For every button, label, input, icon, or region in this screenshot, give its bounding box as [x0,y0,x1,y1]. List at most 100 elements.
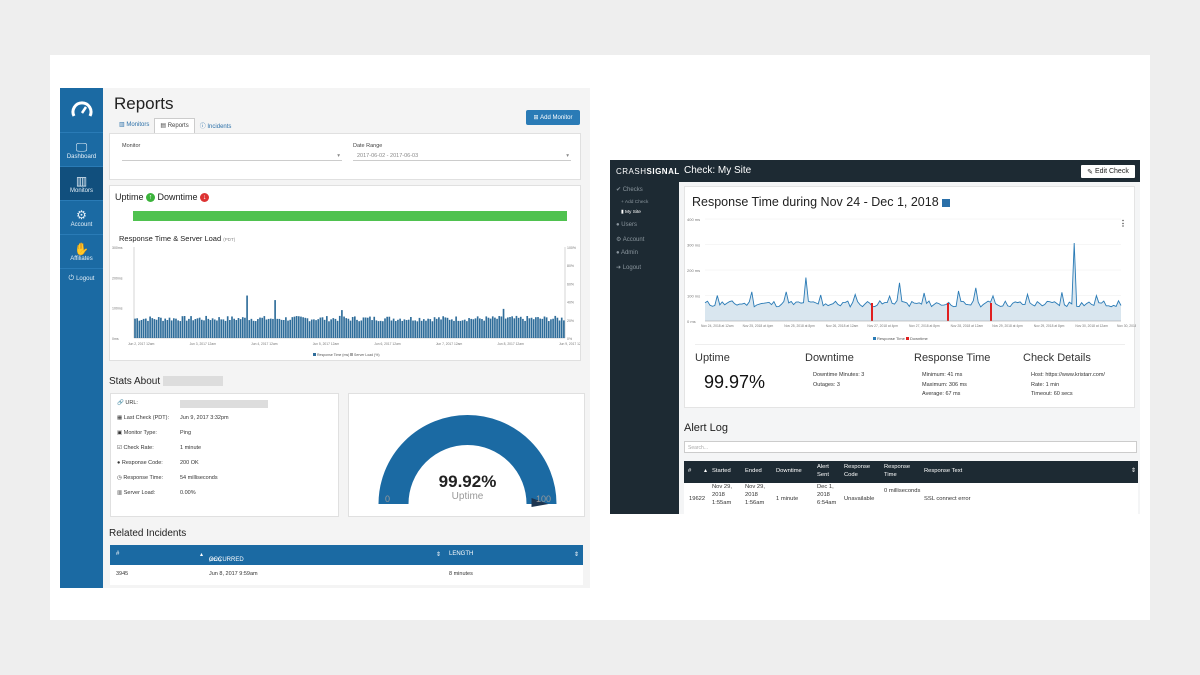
response-time-bar [535,317,537,338]
response-time-bar [539,318,541,338]
stats-title: Stats About [109,376,223,387]
table-row[interactable]: 3945 Jun 8, 2017 9:59am 8 minutes [110,565,583,585]
sidebar-item-account[interactable]: ⚙ Account [60,201,103,235]
y2-tick-label: 0% [567,337,572,341]
response-time-card: Response Time during Nov 24 - Dec 1, 201… [684,186,1136,408]
calendar-icon[interactable] [941,198,950,207]
response-time-bar [250,318,253,338]
x-tick-label: Nov 30, 2018 at 4pm [1117,324,1136,328]
response-time-bar [558,320,561,338]
report-filters: Monitor ▾ Date Range 2017-06-02 - 2017-0… [109,133,581,180]
response-time-bar [226,316,229,338]
downtime-heading: Downtime [805,352,854,364]
response-time-bar [375,320,378,338]
sidebar-item-monitors[interactable]: ▥ Monitors [60,167,103,201]
response-time-bar [373,316,376,338]
response-time-bar [526,316,529,338]
response-time-bar [313,319,315,338]
response-time-area [705,243,1121,321]
sidebar-item-my-site[interactable]: ▮ My Site [621,210,641,215]
sort-icon[interactable]: ▴ [704,468,707,474]
response-time-bar [485,316,488,338]
up-arrow-icon: ↑ [146,193,156,203]
response-time-bar [224,320,227,338]
response-time-bar [481,319,483,338]
response-time-bar [142,318,145,338]
response-time-bar [455,316,457,338]
sidebar-item-account[interactable]: ⚙ Account [616,237,645,243]
response-time-heading: Response Time [914,352,991,364]
response-time-bar [295,316,298,338]
sidebar-item-logout[interactable]: ⏻ Logout [68,275,95,282]
edit-check-button[interactable]: ✎ Edit Check [1081,165,1135,178]
response-time-bar [364,317,367,338]
response-time-bar [541,318,544,338]
response-time-bar [403,319,406,338]
check-icon: ✔ [616,187,623,193]
sort-icon[interactable]: ⇕ [436,552,442,558]
response-time-bar [265,319,268,338]
response-time-bar [522,318,524,338]
chart-title: Response Time during Nov 24 - Dec 1, 201… [692,195,950,209]
response-time-bar [276,318,279,338]
sidebar-item-checks[interactable]: ✔ Checks [616,187,643,193]
alert-table-header: # ▴ Started Ended Downtime Alert Sent Re… [684,461,1138,483]
sort-icon[interactable]: ▴ [200,552,204,558]
add-monitor-button[interactable]: ⊞ Add Monitor [526,110,580,125]
stat-row-check-rate: ☑ Check Rate: 1 minute [117,445,202,451]
response-time-bar [487,317,490,338]
sidebar-item-affiliates[interactable]: ✋ Affiliates [60,235,103,269]
more-options-icon[interactable]: ⋮ [1119,219,1127,228]
table-row[interactable]: 19622 Nov 29, 2018 1:55am Nov 29, 2018 1… [684,483,1138,514]
sidebar-item-add-check[interactable]: + Add Check [621,200,649,205]
response-time-bar [483,320,485,338]
response-time-bar [261,317,263,338]
sort-icon[interactable]: ⇕ [574,552,580,558]
x-tick-label: Jun 6, 2017 12am [374,342,401,346]
tab-reports[interactable]: ▤ Reports [154,118,195,133]
y-tick-label: 0 ms [687,319,696,324]
response-time-bar [336,320,339,338]
monitor-select[interactable]: ▾ [122,150,342,161]
response-time-bar [259,317,261,338]
response-time-bar [476,316,479,338]
bar-chart-icon: ▥ [75,173,88,188]
response-time-bar [287,320,289,338]
sidebar-item-dashboard[interactable]: 🖵 Dashboard [60,133,103,167]
response-time-bar [293,316,296,338]
right-sidebar: ✔ Checks + Add Check ▮ My Site ● Users ⚙… [610,182,679,514]
sidebar-item-admin[interactable]: ● Admin [616,250,638,256]
select-caret-icon: ▾ [337,153,340,159]
response-time-bar [545,317,548,338]
response-time-bar [442,316,445,338]
response-time-bar [285,317,287,338]
tab-incidents[interactable]: ⓘ Incidents [199,124,232,130]
response-time-bar [461,320,464,338]
y-tick-label: 100ms [112,307,123,311]
alert-search-input[interactable]: Search... [684,441,1137,453]
response-time-bar [491,316,494,338]
response-time-details: Minimum: 41 ms Maximum: 306 ms Average: 67… [922,372,967,397]
response-time-bar [500,316,503,338]
uptime-value: 99.97% [704,372,766,392]
circle-icon: ● [117,460,122,466]
left-sidebar: 🖵 Dashboard ▥ Monitors ⚙ Account ✋ Affiliate… [60,88,103,588]
date-range-select[interactable]: 2017-06-02 - 2017-06-03 ▾ [353,150,571,161]
response-time-bar [351,316,354,338]
sidebar-item-users[interactable]: ● Users [616,222,637,228]
downtime-marker [990,303,992,321]
response-time-bar [190,316,192,338]
monitor-icon: ▣ [117,430,124,436]
check-details: Host: https://www.kristarr.com/Rate: 1 m… [1031,372,1105,397]
response-time-bar [246,295,248,338]
response-time-bar [330,319,332,338]
sort-icon[interactable]: ⇕ [1131,468,1136,474]
response-time-bar [457,320,460,338]
uptime-heading: Uptime [695,352,730,364]
response-time-bar [254,321,257,338]
response-time-bar [272,318,274,338]
user-icon: ● [616,222,622,228]
sidebar-item-logout[interactable]: ➜ Logout [616,265,642,271]
tab-monitors[interactable]: ▥ Monitors [119,122,150,128]
response-time-bar [241,317,244,338]
